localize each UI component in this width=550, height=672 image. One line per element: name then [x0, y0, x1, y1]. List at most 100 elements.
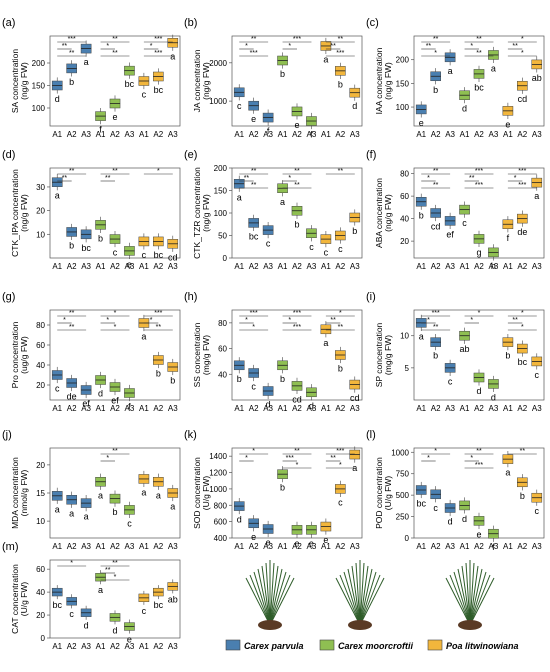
- y-tick-label: 200: [32, 59, 46, 68]
- sig-stars: *: [252, 448, 255, 455]
- sig-stars: ***: [475, 168, 483, 175]
- sig-stars: **: [156, 324, 162, 331]
- legend-label: Carex moorcroftii: [338, 641, 414, 651]
- sig-letter: de: [517, 227, 527, 237]
- sig-stars: **: [112, 50, 118, 57]
- sig-stars: *: [478, 310, 481, 317]
- y-tick-label: 20: [36, 611, 45, 620]
- y-axis-label: JA concentration(ng/g FW): [192, 49, 211, 112]
- sig-letter: h: [491, 261, 496, 271]
- sig-stars: **: [433, 324, 439, 331]
- panel-label: (g): [2, 291, 15, 303]
- y-tick-label: 2000: [209, 59, 227, 68]
- sig-letter: b: [156, 369, 161, 379]
- plant-leaf: [465, 562, 471, 626]
- y-tick-label: 60: [400, 192, 409, 201]
- sig-stars: **: [294, 182, 300, 189]
- sig-stars: *: [470, 43, 473, 50]
- y-tick-label: 100: [214, 209, 228, 218]
- sig-stars: *: [288, 317, 291, 324]
- y-tick-label: 5: [405, 364, 410, 373]
- y-tick-label: 0: [41, 634, 46, 643]
- y-tick-label: 20: [36, 207, 45, 216]
- x-tick-label: A1: [460, 404, 470, 413]
- plant-leaf: [269, 562, 275, 626]
- sig-letter: e: [323, 535, 328, 545]
- sig-letter: c: [237, 101, 242, 111]
- x-tick-label: A3: [81, 130, 91, 139]
- x-tick-label: A2: [67, 642, 77, 651]
- sig-letter: d: [476, 386, 481, 396]
- x-tick-label: A2: [517, 262, 527, 271]
- y-tick-label: 1000: [209, 485, 227, 494]
- sig-stars: *: [521, 50, 524, 57]
- y-axis-label-line: Pro concentration: [10, 321, 20, 388]
- y-axis-label-line: SA concentration: [10, 49, 20, 114]
- x-tick-label: A1: [321, 404, 331, 413]
- sig-stars: *: [114, 324, 117, 331]
- x-tick-label: A2: [517, 404, 527, 413]
- x-tick-label: A3: [168, 642, 178, 651]
- sig-letter: f: [492, 542, 495, 552]
- sig-letter: bc: [154, 250, 164, 260]
- sig-stars: **: [330, 317, 336, 324]
- x-tick-label: A2: [153, 130, 163, 139]
- sig-stars: *: [521, 36, 524, 43]
- sig-stars: **: [105, 175, 111, 182]
- sig-stars: **: [69, 324, 75, 331]
- y-tick-label: 50: [218, 232, 227, 241]
- plant-leaf: [339, 574, 361, 626]
- sig-stars: **: [251, 36, 257, 43]
- sig-stars: **: [433, 36, 439, 43]
- y-axis-label-line: ABA concentration: [374, 178, 384, 248]
- sig-letter: a: [280, 197, 285, 207]
- x-tick-label: A1: [278, 404, 288, 413]
- sig-letter: b: [505, 351, 510, 361]
- plant-leaf: [359, 574, 381, 626]
- sig-stars: *: [296, 462, 299, 469]
- y-tick-label: 40: [218, 370, 227, 379]
- sig-letter: d: [266, 400, 271, 410]
- panel-m: (m) 0 20 40 60 CAT concentration(U/g FW) bc A1 c…: [2, 541, 181, 651]
- x-tick-label: A1: [96, 262, 106, 271]
- plot-frame: [413, 167, 545, 259]
- plant-leaf: [335, 577, 361, 626]
- x-tick-label: A1: [96, 642, 106, 651]
- x-tick-label: A2: [335, 404, 345, 413]
- plant-leaf: [351, 565, 361, 626]
- sig-letter: cd: [431, 222, 441, 232]
- sig-stars: **: [469, 175, 475, 182]
- sig-letter: c: [55, 384, 60, 394]
- plant-leaf: [269, 571, 287, 626]
- x-tick-label: A3: [81, 542, 91, 551]
- x-tick-label: A3: [168, 130, 178, 139]
- sig-letter: f: [128, 402, 131, 412]
- y-tick-label: 60: [36, 341, 45, 350]
- y-axis-label-line: (U/g FW): [201, 476, 211, 511]
- x-tick-label: A3: [445, 262, 455, 271]
- y-axis-label-line: (ng/g FW): [201, 62, 211, 100]
- x-tick-label: A2: [110, 642, 120, 651]
- sig-stars: ***: [250, 50, 258, 57]
- legend-label: Carex parvula: [244, 641, 304, 651]
- panel-g: (g) 20 40 60 80 Pro concentration(ug/g FW) c A1…: [2, 291, 181, 413]
- sig-letter: b: [419, 210, 424, 220]
- x-tick-label: A2: [292, 404, 302, 413]
- sig-letter: a: [448, 66, 453, 76]
- sig-stars: *: [252, 324, 255, 331]
- sig-letter: a: [156, 490, 161, 500]
- plant-leaf: [457, 568, 471, 626]
- x-tick-label: A2: [335, 262, 345, 271]
- sig-letter: e: [251, 114, 256, 124]
- x-tick-label: A3: [350, 404, 360, 413]
- plant-root: [258, 620, 282, 630]
- sig-letter: d: [462, 514, 467, 524]
- sig-stars: *: [427, 455, 430, 462]
- sig-stars: **: [433, 182, 439, 189]
- x-tick-label: A2: [153, 404, 163, 413]
- sig-letter: ab: [460, 344, 470, 354]
- x-tick-label: A1: [234, 262, 244, 271]
- sig-letter: cd: [518, 94, 528, 104]
